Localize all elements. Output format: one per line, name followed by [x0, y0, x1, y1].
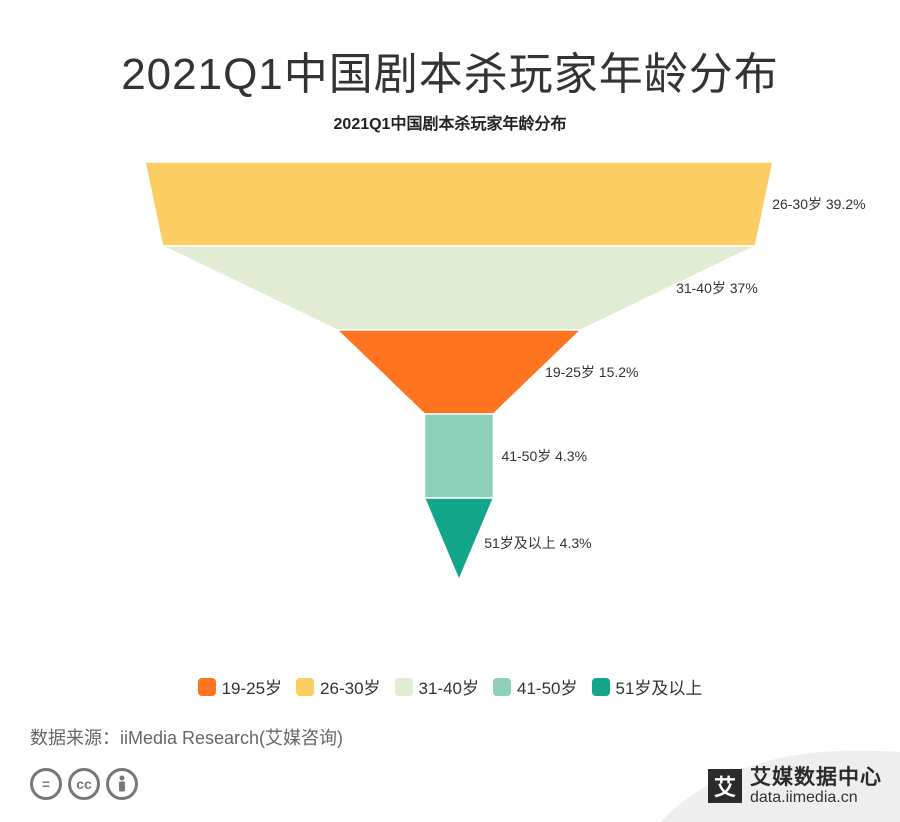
person-icon [106, 768, 138, 800]
brand-url: data.iimedia.cn [750, 789, 858, 807]
legend-swatch [197, 677, 216, 696]
legend-label: 26-30岁 [320, 679, 381, 698]
funnel-data-label: 19-25岁 15.2% [545, 364, 638, 380]
legend-item: 51岁及以上 [591, 674, 703, 699]
funnel-segment [144, 161, 774, 247]
brand-mark-icon: 艾 [708, 769, 742, 804]
funnel-data-label: 51岁及以上 4.3% [484, 535, 591, 551]
chart-title: 2021Q1中国剧本杀玩家年龄分布 [333, 116, 567, 133]
data-source: 数据来源：iiMedia Research(艾媒咨询) [30, 728, 344, 748]
brand-name: 艾媒数据中心 [750, 766, 882, 789]
funnel-data-label: 41-50岁 4.3% [501, 448, 587, 464]
legend-swatch [591, 677, 610, 696]
funnel-chart: 26-30岁 39.2% 31-40岁 37% 19-25岁 15.2% 41-50岁… [144, 161, 867, 582]
legend-item: 26-30岁 [296, 674, 381, 699]
legend-swatch [493, 677, 512, 696]
legend-item: 31-40岁 [394, 674, 480, 699]
chart-legend: 19-25岁 26-30岁 31-40岁 41-50岁 51岁及以上 [0, 674, 900, 699]
brand-logo: 艾 艾媒数据中心 data.iimedia.cn [708, 766, 882, 807]
legend-item: 41-50岁 [493, 674, 578, 699]
cc-icon: cc [68, 768, 100, 800]
brand-background [660, 750, 900, 822]
legend-item: 19-25岁 [197, 674, 283, 699]
funnel-segment [162, 245, 756, 331]
legend-label: 19-25岁 [221, 679, 283, 698]
legend-label: 51岁及以上 [615, 679, 703, 698]
page-title: 2021Q1中国剧本杀玩家年龄分布 [121, 50, 779, 99]
license-icons: = cc [30, 768, 138, 800]
funnel-data-label: 31-40岁 37% [676, 280, 758, 296]
legend-label: 31-40岁 [418, 679, 480, 698]
funnel-segment [423, 497, 495, 582]
funnel-segment [423, 413, 495, 499]
legend-label: 41-50岁 [517, 679, 578, 698]
legend-swatch [394, 677, 413, 696]
legend-swatch [296, 677, 315, 696]
equals-icon: = [30, 768, 62, 800]
funnel-data-label: 26-30岁 39.2% [772, 196, 865, 212]
